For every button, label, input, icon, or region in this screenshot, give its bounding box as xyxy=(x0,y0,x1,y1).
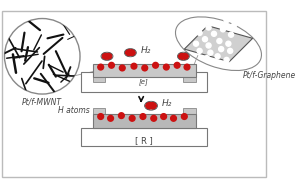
Circle shape xyxy=(206,43,211,48)
Text: Pt/f-MWNT: Pt/f-MWNT xyxy=(22,98,62,107)
Circle shape xyxy=(208,50,213,55)
Circle shape xyxy=(228,32,234,37)
Bar xyxy=(183,108,196,114)
Circle shape xyxy=(131,63,137,69)
Circle shape xyxy=(220,27,225,32)
Bar xyxy=(183,77,196,82)
Circle shape xyxy=(206,25,211,30)
Circle shape xyxy=(106,53,112,59)
Text: [ R ]: [ R ] xyxy=(135,136,153,145)
Text: H atoms: H atoms xyxy=(58,106,90,115)
Circle shape xyxy=(109,62,114,68)
Circle shape xyxy=(129,115,135,121)
Circle shape xyxy=(102,53,109,59)
Circle shape xyxy=(215,54,220,59)
Circle shape xyxy=(197,48,202,53)
Text: Pt/f-Graphene: Pt/f-Graphene xyxy=(243,71,296,80)
Circle shape xyxy=(197,30,202,35)
Circle shape xyxy=(108,115,113,121)
Circle shape xyxy=(4,19,80,94)
Circle shape xyxy=(153,62,158,68)
Circle shape xyxy=(184,64,190,70)
Circle shape xyxy=(98,114,103,119)
Circle shape xyxy=(181,114,187,119)
Text: H₂: H₂ xyxy=(162,99,172,108)
Bar xyxy=(93,114,196,128)
Circle shape xyxy=(140,114,146,119)
Circle shape xyxy=(161,114,167,119)
Circle shape xyxy=(226,41,231,46)
Circle shape xyxy=(146,102,152,109)
Text: H₂: H₂ xyxy=(140,46,151,55)
Polygon shape xyxy=(184,26,253,62)
Circle shape xyxy=(224,57,229,62)
Circle shape xyxy=(142,65,148,71)
Circle shape xyxy=(219,46,224,52)
Circle shape xyxy=(98,64,103,70)
Circle shape xyxy=(204,56,209,61)
Circle shape xyxy=(174,62,180,68)
Circle shape xyxy=(151,115,157,121)
Bar xyxy=(93,108,105,114)
Bar xyxy=(93,77,105,82)
Circle shape xyxy=(211,31,216,36)
Circle shape xyxy=(182,53,188,59)
Circle shape xyxy=(150,102,156,109)
Circle shape xyxy=(193,41,199,46)
Circle shape xyxy=(179,53,185,59)
Bar xyxy=(93,64,196,77)
Circle shape xyxy=(126,50,132,56)
Bar xyxy=(81,72,207,92)
Circle shape xyxy=(217,39,222,43)
Circle shape xyxy=(119,65,125,71)
Bar xyxy=(81,128,207,146)
Circle shape xyxy=(202,37,208,42)
Circle shape xyxy=(171,115,176,121)
Circle shape xyxy=(224,18,229,23)
Text: [e]: [e] xyxy=(139,78,149,85)
Circle shape xyxy=(164,64,169,70)
Circle shape xyxy=(228,48,233,53)
Circle shape xyxy=(129,50,135,56)
Circle shape xyxy=(215,21,220,26)
Ellipse shape xyxy=(176,17,261,70)
Circle shape xyxy=(231,23,236,28)
Circle shape xyxy=(118,113,124,119)
